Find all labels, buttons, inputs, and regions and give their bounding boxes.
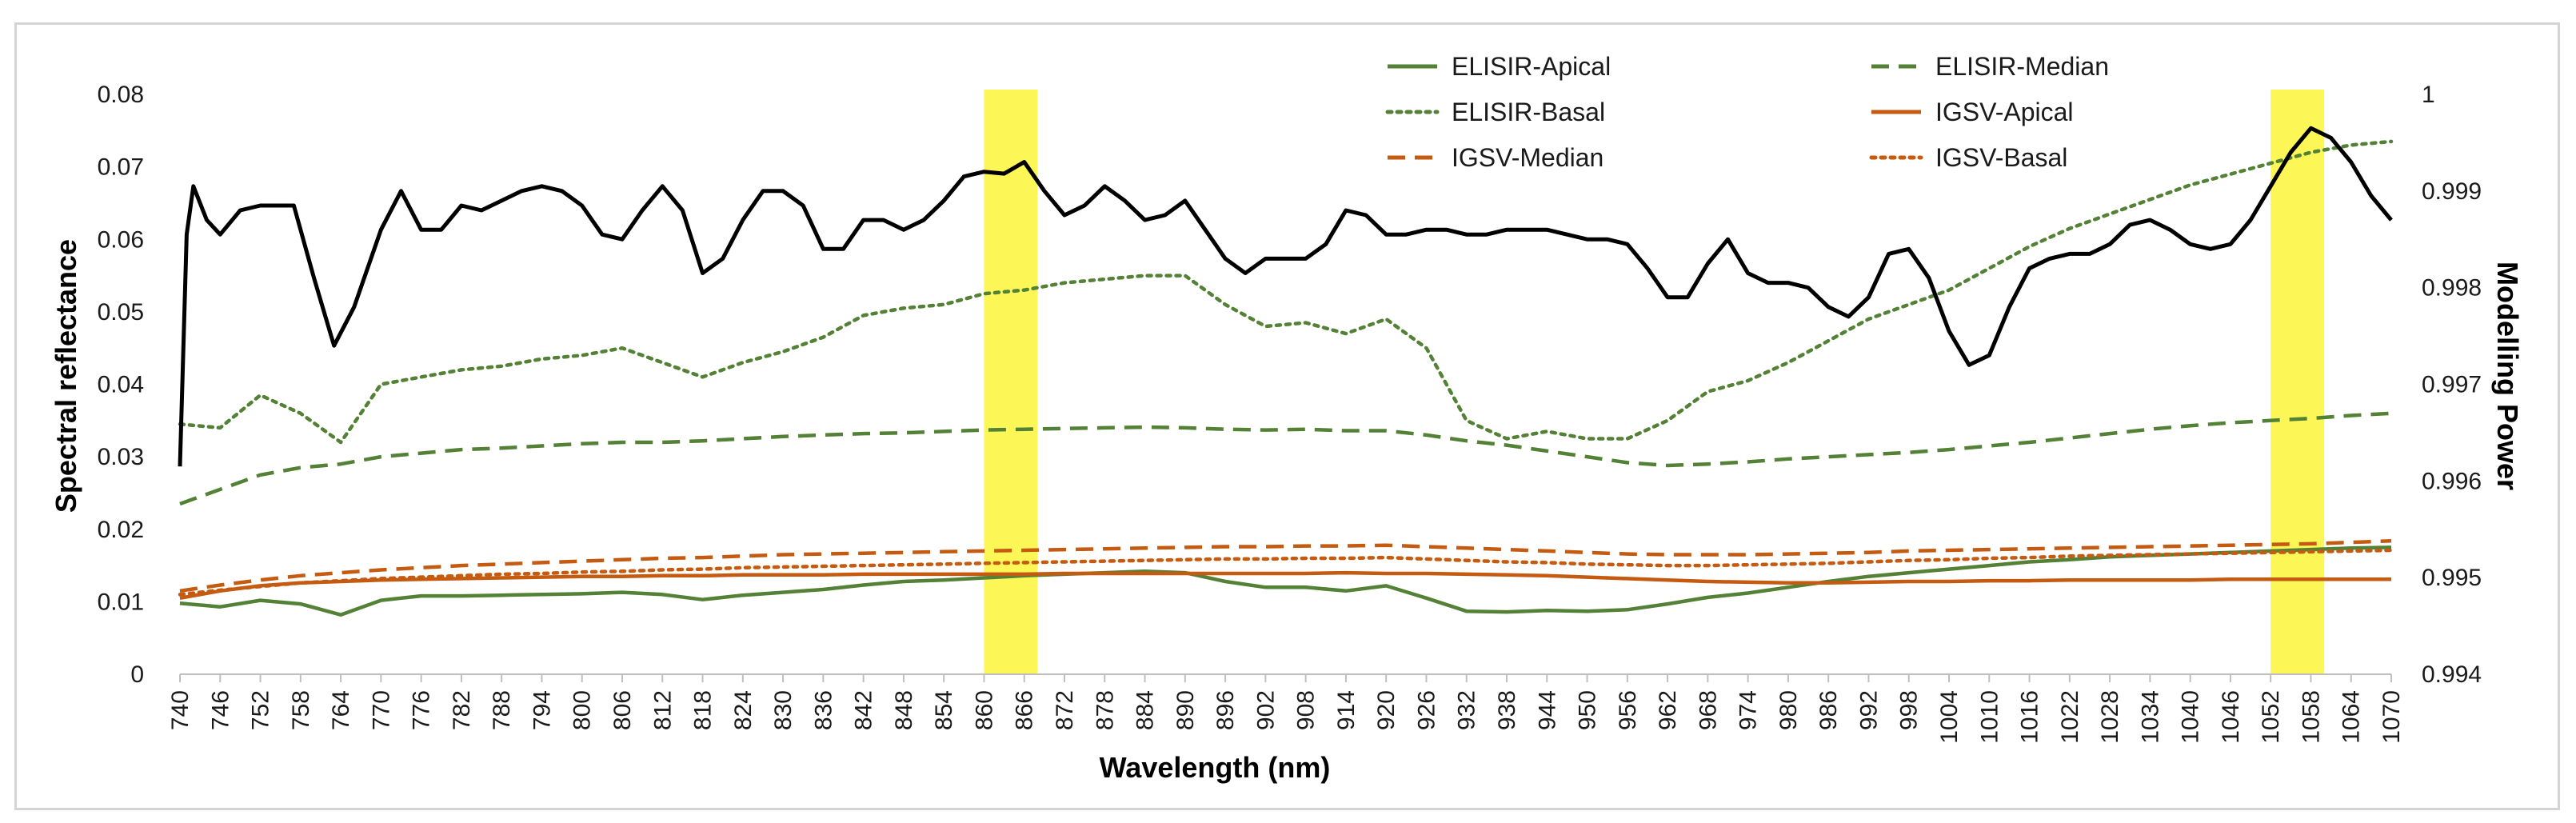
x-tick-label: 1052 [2258,690,2284,744]
x-tick-label: 818 [690,690,717,730]
x-tick-label: 1070 [2378,690,2405,744]
x-tick-label: 902 [1252,690,1279,730]
x-tick-label: 986 [1815,690,1842,730]
y2-tick-label: 0.998 [2422,275,2482,302]
x-tick-label: 1010 [1976,690,2003,744]
y-tick-label: 0.06 [98,226,144,253]
x-tick-label: 788 [489,690,515,730]
legend-label: IGSV-Apical [1935,98,2074,126]
series-line-elisir-median [179,411,2392,506]
x-tick-label: 782 [449,690,475,730]
y2-tick-label: 0.994 [2422,661,2482,688]
x-tick-label: 824 [730,690,757,730]
y2-tick-label: 1 [2422,82,2435,108]
x-tick-label: 944 [1534,690,1560,730]
x-tick-label: 1034 [2137,690,2163,744]
x-tick-label: 1040 [2178,690,2204,744]
x-tick-label: 746 [207,690,234,730]
highlight-band-2 [2270,90,2325,674]
series-line-igsv-basal [178,548,2394,597]
x-tick-label: 860 [971,690,997,730]
y-tick-label: 0.07 [98,154,144,181]
x-tick-label: 896 [1212,690,1239,730]
x-tick-label: 980 [1775,690,1802,730]
x-tick-label: 956 [1615,690,1641,730]
x-tick-label: 1058 [2298,690,2324,744]
y-tick-label: 0.01 [98,589,144,615]
series-line-modelling-power [178,126,2393,467]
x-tick-label: 752 [248,690,274,730]
y-tick-label: 0 [130,661,144,688]
y-tick-label: 0.03 [98,444,144,470]
x-tick-label: 776 [409,690,435,730]
x-tick-label: 1046 [2218,690,2244,744]
x-tick-label: 1028 [2097,690,2123,744]
x-tick-label: 1022 [2057,690,2083,744]
x-tick-label: 950 [1575,690,1601,730]
x-tick-label: 764 [328,690,354,730]
legend-label: ELISIR-Apical [1452,52,1611,81]
x-tick-label: 1064 [2338,690,2365,744]
y2-axis-title: Modelling Power [2491,262,2524,490]
x-tick-label: 854 [931,690,957,730]
x-tick-label: 740 [167,690,194,730]
y-axis-title: Spectral reflectance [50,239,82,513]
x-tick-label: 914 [1333,690,1360,730]
y2-tick-label: 0.999 [2422,178,2482,205]
chart-frame [14,22,2560,810]
legend-label: IGSV-Median [1452,143,1604,172]
x-tick-label: 938 [1494,690,1520,730]
highlight-band-1 [984,90,1038,674]
x-axis-title: Wavelength (nm) [1100,751,1331,784]
series-line-igsv-median [179,539,2392,593]
x-tick-label: 872 [1052,690,1078,730]
series-line-elisir-apical [179,545,2392,617]
legend: ELISIR-Apical ELISIR-Median ELISIR-Basal IG… [1385,52,2109,172]
y2-tick-label: 0.997 [2422,372,2482,398]
x-tick-label: 842 [851,690,877,730]
x-tick-label: 1016 [2017,690,2043,744]
x-tick-label: 848 [891,690,917,730]
y2-tick-label: 0.996 [2422,468,2482,494]
x-tick-label: 1004 [1936,690,1963,744]
x-tick-label: 758 [288,690,314,730]
x-tick-label: 890 [1172,690,1199,730]
legend-label: IGSV-Basal [1935,143,2067,172]
y-tick-label: 0.05 [98,299,144,326]
x-tick-label: 932 [1454,690,1480,730]
x-tick-label: 800 [569,690,596,730]
x-tick-label: 878 [1092,690,1118,730]
x-tick-label: 920 [1373,690,1400,730]
x-tick-label: 836 [810,690,837,730]
x-tick-label: 926 [1413,690,1440,730]
x-tick-label: 962 [1655,690,1681,730]
y-tick-label: 0.08 [98,82,144,108]
y2-tick-label: 0.995 [2422,565,2482,591]
x-tick-label: 908 [1293,690,1320,730]
y-tick-label: 0.04 [98,372,144,398]
x-tick-label: 992 [1855,690,1882,730]
x-tick-label: 884 [1132,690,1159,730]
x-tick-label: 794 [529,690,555,730]
x-tick-label: 968 [1695,690,1721,730]
x-tick-label: 998 [1896,690,1923,730]
x-tick-label: 812 [649,690,676,730]
x-tick-label: 830 [770,690,797,730]
legend-label: ELISIR-Basal [1452,98,1605,126]
series-line-elisir-basal [178,139,2394,445]
legend-label: ELISIR-Median [1935,52,2109,81]
y-tick-label: 0.02 [98,517,144,543]
x-tick-label: 974 [1735,690,1762,730]
series-line-igsv-apical [179,570,2391,601]
x-tick-label: 770 [368,690,394,730]
x-tick-label: 866 [1012,690,1038,730]
x-tick-label: 806 [609,690,636,730]
